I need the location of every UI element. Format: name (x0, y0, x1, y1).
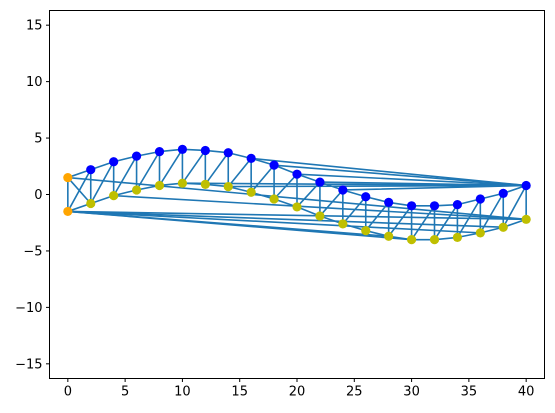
points-layer (63, 144, 531, 245)
lower-node-point (521, 214, 531, 224)
lower-node-point (498, 222, 508, 232)
upper-node-point (315, 177, 325, 187)
truss-edge (89, 160, 115, 205)
lower-node-point (131, 185, 142, 195)
lower-node-point (475, 228, 485, 238)
x-tick-label: 35 (461, 385, 478, 400)
lower-node-point (361, 226, 371, 236)
lower-node-point (406, 235, 417, 245)
truss-edge (112, 155, 138, 197)
truss-edge (112, 194, 527, 221)
y-tick-label: −10 (15, 301, 42, 316)
truss-edge (67, 210, 390, 238)
truss-edge (387, 204, 413, 238)
truss-edge (227, 157, 252, 188)
upper-node-point (269, 160, 279, 170)
upper-node-point (223, 148, 233, 158)
truss-edge (67, 176, 527, 221)
x-tick-label: 5 (121, 385, 129, 400)
lower-node-point (246, 187, 256, 197)
support-point (63, 206, 73, 217)
lower-node-point (315, 211, 325, 221)
lower-node-point (86, 198, 96, 209)
x-tick-label: 20 (289, 385, 306, 400)
y-tick-label: −5 (23, 244, 42, 259)
lower-node-point (177, 178, 188, 188)
truss-edge (502, 184, 527, 229)
upper-node-point (521, 180, 531, 191)
upper-node-point (475, 194, 485, 204)
truss-edge (433, 203, 459, 241)
support-point (63, 172, 73, 183)
upper-node-point (109, 157, 119, 167)
lower-node-point (429, 235, 440, 245)
y-tick-label: −15 (15, 357, 42, 372)
y-tick-label: 10 (26, 75, 43, 90)
lower-node-point (338, 219, 348, 229)
x-tick-label: 0 (64, 385, 72, 400)
truss-edge (319, 189, 344, 217)
truss-edge (67, 210, 505, 229)
upper-node-point (406, 201, 417, 211)
upper-node-point (154, 147, 165, 157)
upper-node-point (384, 197, 394, 208)
truss-edge (181, 149, 207, 185)
x-tick-label: 40 (518, 385, 535, 400)
lower-node-point (109, 191, 119, 201)
x-axis-ticks: 0 5 10 15 20 25 30 35 40 (64, 378, 535, 400)
truss-edge (204, 151, 230, 186)
upper-node-point (131, 151, 142, 161)
truss-edge (158, 148, 184, 187)
upper-node-point (361, 192, 371, 202)
upper-node-point (177, 144, 188, 154)
x-tick-label: 25 (346, 385, 363, 400)
upper-node-point (452, 200, 463, 210)
lower-node-point (200, 179, 210, 189)
truss-edge (342, 195, 367, 225)
lower-node-point (223, 181, 233, 192)
lower-node-point (384, 231, 394, 241)
lower-node-point (269, 194, 279, 204)
y-tick-label: 5 (34, 132, 42, 147)
truss-edge (296, 173, 527, 187)
x-tick-label: 10 (174, 385, 191, 400)
truss-edge (250, 157, 527, 187)
upper-node-point (498, 188, 508, 198)
x-tick-label: 15 (231, 385, 248, 400)
truss-edge (67, 210, 482, 234)
truss-edge (67, 176, 92, 205)
upper-node-point (86, 165, 96, 175)
lower-node-point (292, 202, 302, 212)
truss-edge (67, 210, 527, 221)
upper-node-point (246, 153, 256, 163)
lower-node-point (154, 180, 165, 191)
truss-edge (273, 164, 527, 187)
y-tick-label: 0 (34, 188, 42, 203)
upper-node-point (338, 185, 348, 195)
upper-node-point (292, 169, 302, 179)
x-tick-label: 30 (403, 385, 420, 400)
upper-node-point (200, 145, 210, 156)
truss-edge (227, 184, 527, 188)
y-tick-label: 15 (26, 19, 43, 34)
lower-node-point (452, 232, 463, 242)
upper-node-point (429, 201, 440, 211)
edges-layer (67, 148, 527, 241)
truss-edge (250, 164, 275, 194)
y-axis-ticks: −15 −10 −5 0 5 10 15 (15, 19, 50, 372)
